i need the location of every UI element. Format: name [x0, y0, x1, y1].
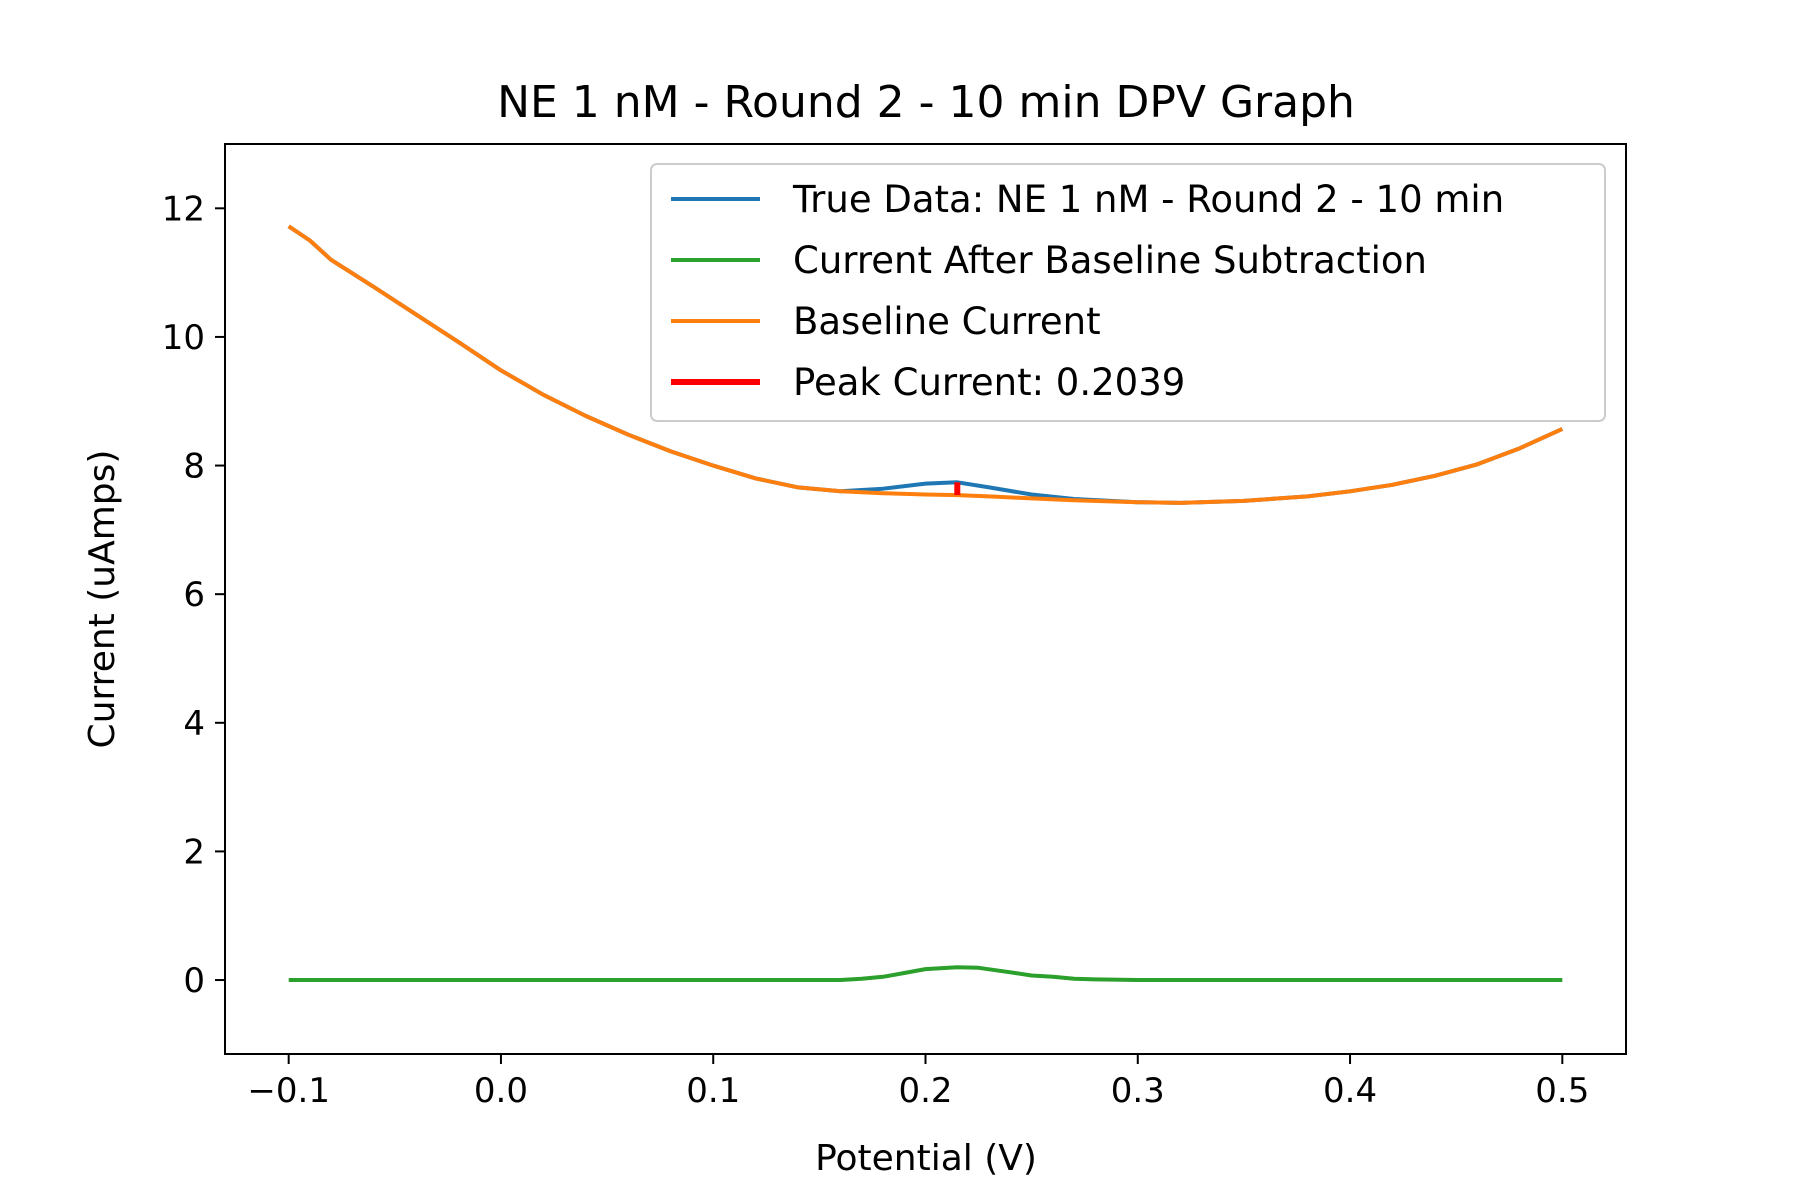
legend-label: Peak Current: 0.2039 [793, 361, 1185, 404]
legend-box [650, 163, 1606, 422]
x-tick-label: 0.2 [898, 1071, 952, 1111]
x-tick-label: 0.5 [1535, 1071, 1589, 1111]
y-tick-label: 6 [183, 575, 205, 615]
y-tick-label: 8 [183, 447, 205, 487]
x-tick-label: 0.4 [1323, 1071, 1377, 1111]
y-axis: 0 2 4 6 8 10 12 [162, 189, 225, 1001]
x-axis: −0.1 0.0 0.1 0.2 0.3 0.4 0.5 [247, 1054, 1589, 1111]
y-tick-label: 4 [183, 704, 205, 744]
series-layer [287, 224, 1564, 982]
legend: True Data: NE 1 nM - Round 2 - 10 min Cur… [650, 163, 1606, 422]
baseline-current-line [287, 224, 1564, 505]
y-tick-label: 2 [183, 832, 205, 872]
legend-item-baseline-subtracted: Current After Baseline Subtraction [671, 239, 1427, 282]
legend-label: True Data: NE 1 nM - Round 2 - 10 min [792, 178, 1504, 221]
x-tick-label: 0.3 [1111, 1071, 1165, 1111]
y-axis-label: Current (uAmps) [82, 450, 123, 749]
x-tick-label: 0.1 [686, 1071, 740, 1111]
y-tick-label: 12 [162, 189, 205, 229]
legend-item-peak-current: Peak Current: 0.2039 [671, 361, 1185, 404]
chart-title: NE 1 nM - Round 2 - 10 min DPV Graph [497, 77, 1355, 128]
y-tick-label: 10 [162, 318, 205, 358]
x-axis-label: Potential (V) [815, 1138, 1037, 1179]
legend-label: Current After Baseline Subtraction [793, 239, 1427, 282]
y-tick-label: 0 [183, 961, 205, 1001]
x-tick-label: −0.1 [247, 1071, 330, 1111]
baseline-subtracted-line [288, 965, 1563, 982]
legend-item-baseline-current: Baseline Current [671, 300, 1101, 343]
legend-item-true-data: True Data: NE 1 nM - Round 2 - 10 min [671, 178, 1504, 221]
legend-label: Baseline Current [793, 300, 1101, 343]
x-tick-label: 0.0 [474, 1071, 528, 1111]
